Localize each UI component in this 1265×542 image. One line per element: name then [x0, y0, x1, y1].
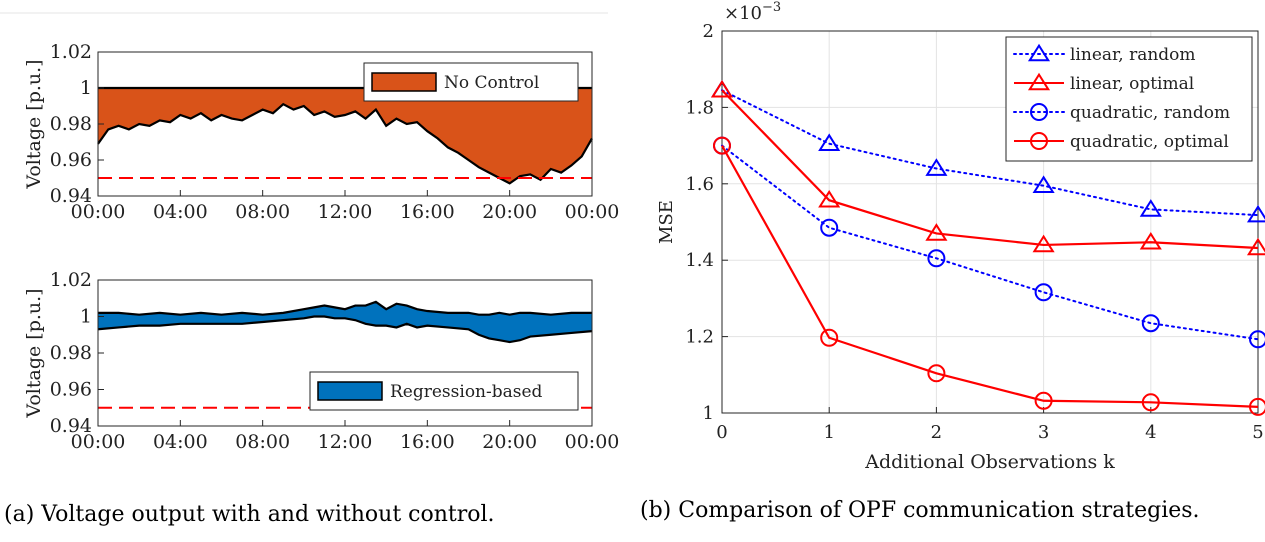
series-line	[721, 89, 1259, 250]
exponent-label: ×10−3	[724, 0, 781, 24]
circle-marker	[1030, 103, 1048, 121]
y-tick-label: 1	[80, 306, 92, 328]
x-tick-label: 04:00	[153, 431, 208, 453]
circle-marker	[713, 136, 731, 155]
y-tick-label: 2	[703, 21, 714, 42]
y-tick-label: 1.2	[685, 327, 714, 348]
triangle-marker	[925, 158, 948, 176]
y-tick-label: 0.94	[50, 415, 92, 437]
y-tick-label: 0.98	[50, 113, 92, 135]
x-tick-label: 0	[716, 422, 727, 443]
legend-label: Regression-based	[390, 382, 543, 402]
legend-label: quadratic, random	[1070, 103, 1230, 123]
triangle-marker	[925, 223, 948, 241]
exponent-power: −3	[762, 0, 781, 15]
x-tick-label: 1	[823, 422, 834, 443]
triangle-marker	[1139, 199, 1162, 217]
band-lower-edge	[97, 315, 593, 344]
legend-label: No Control	[444, 73, 539, 93]
circle-marker	[1030, 132, 1048, 150]
y-tick-label: 0.96	[50, 379, 92, 401]
x-tick-label: 3	[1038, 422, 1049, 443]
voltage-band	[98, 301, 592, 343]
series-line	[721, 145, 1259, 408]
circle-marker	[1249, 397, 1265, 416]
circle-marker	[1034, 391, 1053, 410]
x-tick-label: 12:00	[318, 431, 373, 453]
legend-label: quadratic, optimal	[1070, 132, 1229, 152]
y-tick-label: 1.02	[50, 269, 92, 291]
y-tick-label: 1.4	[685, 250, 714, 271]
y-axis-label: MSE	[656, 200, 677, 244]
band-lower-edge	[97, 102, 593, 185]
x-tick-label: 08:00	[235, 431, 290, 453]
series-linear-optimal	[710, 79, 1265, 256]
caption-opf: (b) Comparison of OPF communication stra…	[640, 498, 1200, 523]
triangle-marker	[1027, 43, 1051, 62]
voltage-regression-chart: 0.94 0.96 0.98 1 1.02 00:00 04:00 08:00 12:00 16:…	[23, 269, 619, 453]
y-tick-label: 1.6	[685, 174, 714, 195]
x-tick-label: 20:00	[482, 201, 537, 223]
circle-marker	[927, 249, 946, 268]
legend-swatch	[317, 381, 383, 401]
series-line	[721, 144, 1259, 341]
circle-marker	[1141, 393, 1160, 412]
x-tick-label: 00:00	[71, 431, 126, 453]
y-tick-label: 1	[80, 77, 92, 99]
x-tick-label: 5	[1252, 422, 1263, 443]
series-quadratic-random	[713, 136, 1265, 349]
x-tick-label: 08:00	[235, 201, 290, 223]
y-tick-label: 1.02	[50, 41, 92, 63]
voltage-band	[98, 88, 592, 184]
triangle-marker	[818, 189, 841, 208]
y-tick-label: 0.98	[50, 342, 92, 364]
y-tick-label: 1.8	[685, 97, 714, 118]
caption-voltage: (a) Voltage output with and without cont…	[4, 502, 495, 527]
triangle-marker	[818, 133, 841, 151]
legend-swatch	[371, 72, 437, 92]
x-tick-label: 4	[1145, 422, 1156, 443]
circle-marker	[1034, 283, 1053, 302]
series-quadratic-optimal	[713, 136, 1265, 416]
triangle-marker	[1139, 231, 1162, 250]
circle-marker	[820, 218, 839, 237]
triangle-marker	[710, 79, 734, 98]
x-tick-label: 12:00	[318, 201, 373, 223]
band-upper-edge	[98, 300, 592, 316]
triangle-marker	[1032, 234, 1055, 253]
x-tick-label: 00:00	[565, 431, 620, 453]
voltage-no-control-chart: 0.94 0.96 0.98 1 1.02 00:00 04:00 08:00 12:00 16:…	[23, 41, 619, 223]
triangle-marker	[1246, 237, 1265, 256]
circle-marker	[1141, 314, 1160, 333]
triangle-marker	[1032, 175, 1055, 194]
circle-marker	[820, 328, 839, 347]
triangle-marker	[1246, 204, 1265, 223]
x-tick-label: 04:00	[153, 201, 208, 223]
x-tick-label: 00:00	[565, 201, 620, 223]
x-axis-label: Additional Observations k	[864, 451, 1115, 473]
triangle-marker	[1027, 72, 1051, 91]
legend: No Control	[363, 62, 579, 102]
y-tick-label: 0.96	[50, 149, 92, 171]
legend: linear, random linear, optimal quadratic, …	[1005, 36, 1253, 162]
y-axis-label: Voltage [p.u.]	[23, 59, 45, 189]
legend-label: linear, random	[1070, 45, 1196, 65]
x-tick-label: 16:00	[400, 201, 455, 223]
x-tick-label: 20:00	[482, 431, 537, 453]
x-tick-label: 16:00	[400, 431, 455, 453]
circle-marker	[927, 364, 946, 383]
y-axis-label: Voltage [p.u.]	[23, 288, 45, 418]
y-tick-label: 0.94	[50, 185, 92, 207]
x-tick-label: 2	[931, 422, 942, 443]
exponent-base: ×10	[724, 3, 762, 24]
series-line	[721, 89, 1259, 217]
legend-label: linear, optimal	[1070, 74, 1194, 94]
circle-marker	[1249, 330, 1265, 349]
y-tick-label: 1	[703, 403, 714, 424]
x-tick-label: 00:00	[71, 201, 126, 223]
legend: Regression-based	[309, 371, 579, 411]
